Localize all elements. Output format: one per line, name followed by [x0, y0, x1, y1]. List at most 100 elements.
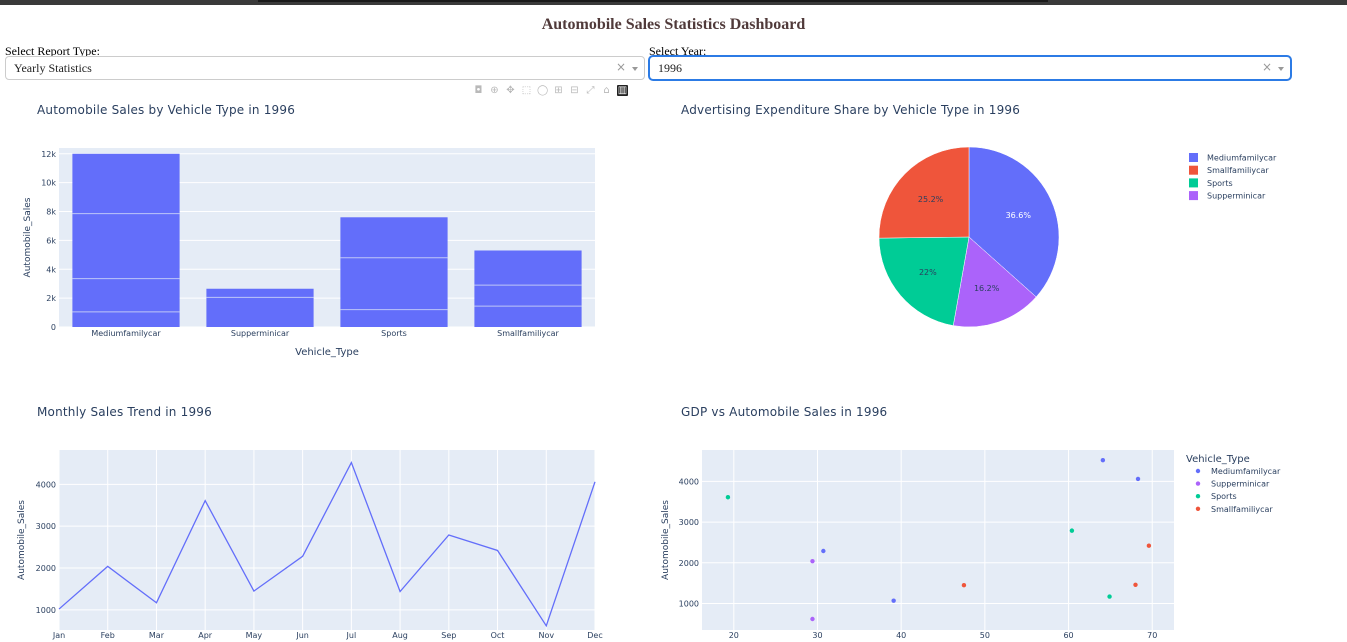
plot-area: [59, 450, 595, 630]
bar: [474, 250, 582, 327]
scatter-point: [810, 616, 815, 622]
pie-value-label: 22%: [919, 268, 937, 277]
report-type-dropdown[interactable]: Yearly Statistics ×: [5, 56, 645, 80]
x-axis-title: Vehicle_Type: [295, 347, 359, 358]
year-dropdown[interactable]: 1996 ×: [649, 56, 1291, 80]
report-type-label: Select Report Type:: [5, 44, 100, 58]
zoom-in-icon[interactable]: ⊞: [554, 84, 563, 96]
scatter-point: [891, 598, 896, 603]
report-type-chevron-down-icon[interactable]: [632, 67, 638, 71]
y-tick-label: 12k: [41, 150, 56, 159]
y-tick-label: 8k: [46, 208, 56, 217]
pie-chart: 36.6% 16.2% 22% 25.2% Mediumfamilycar Smallfa…: [878, 146, 1277, 328]
x-tick-label: 70: [1147, 631, 1157, 640]
x-tick-label: Aug: [392, 631, 408, 640]
pie-value-label: 16.2%: [974, 284, 1000, 293]
zoom-out-icon[interactable]: ⊟: [570, 84, 579, 96]
y-tick-label: 3000: [36, 522, 56, 531]
y-tick-label: 1000: [679, 600, 699, 609]
pie-slice: [968, 146, 1060, 298]
plotly-logo-icon[interactable]: ▥: [617, 84, 628, 96]
legend-title: Vehicle_Type: [1186, 454, 1250, 465]
scatter-point: [821, 548, 826, 554]
x-tick-label: 50: [980, 631, 990, 640]
y-tick-label: 2000: [36, 564, 56, 573]
autoscale-icon[interactable]: ⤢: [586, 84, 595, 96]
bar-chart: 0 2k 4k 6k 8k 10k 12k Mediumfamilycar Suppermini…: [23, 148, 595, 358]
camera-icon[interactable]: ◘: [474, 84, 483, 96]
x-tick-label: 30: [812, 631, 822, 640]
x-tick-label: Mar: [149, 631, 165, 640]
bar: [340, 217, 448, 327]
bar: [206, 288, 314, 327]
pie-value-label: 36.6%: [1006, 211, 1032, 220]
page-title: Automobile Sales Statistics Dashboard: [541, 16, 806, 33]
scatter-point: [1069, 528, 1075, 533]
scatter-point: [1146, 543, 1152, 548]
x-tick-label: Nov: [538, 631, 554, 640]
legend-marker: [1195, 468, 1201, 474]
y-tick-label: 2000: [679, 559, 699, 568]
report-type-clear-icon[interactable]: ×: [615, 60, 626, 74]
legend-marker: [1195, 481, 1201, 486]
y-tick-label: 4000: [679, 477, 699, 486]
year-label: Select Year:: [649, 44, 707, 58]
legend-label: Sports: [1207, 179, 1233, 188]
scatter-point: [961, 583, 967, 588]
scatter-chart-title: GDP vs Automobile Sales in 1996: [681, 405, 888, 419]
plot-area: [702, 450, 1174, 630]
legend-swatch: [1189, 178, 1198, 188]
year-chevron-down-icon[interactable]: [1278, 67, 1284, 71]
y-axis-title: Automobile_Sales: [17, 500, 27, 580]
legend-label: Sports: [1211, 492, 1237, 501]
legend-marker: [1195, 506, 1201, 511]
report-type-value: Yearly Statistics: [14, 61, 92, 75]
legend-label: Mediumfamilycar: [1207, 154, 1277, 163]
x-tick-label: Dec: [587, 631, 602, 640]
scatter-point: [810, 558, 815, 564]
x-tick-label: 60: [1063, 631, 1073, 640]
y-tick-label: 6k: [46, 236, 56, 245]
pie-slice: [952, 236, 1037, 328]
y-axis-title: Automobile_Sales: [661, 500, 671, 580]
x-tick-label: Feb: [101, 631, 115, 640]
scatter-point: [1100, 457, 1106, 463]
x-tick-label: Mediumfamilycar: [91, 329, 161, 338]
x-tick-label: Jan: [52, 631, 65, 640]
zoom-icon[interactable]: ⊕: [490, 84, 499, 96]
pan-icon[interactable]: ✥: [506, 84, 515, 96]
scatter-point: [1107, 594, 1112, 599]
pie-slice: [878, 236, 970, 326]
y-tick-label: 1000: [36, 606, 56, 615]
y-tick-label: 4k: [46, 265, 56, 274]
line-chart-title: Monthly Sales Trend in 1996: [37, 405, 212, 419]
year-clear-icon[interactable]: ×: [1261, 60, 1272, 74]
window-top-bar-accent: [258, 0, 1048, 2]
x-tick-label: 20: [729, 631, 739, 640]
y-axis-title: Automobile_Sales: [23, 197, 33, 277]
legend-label: Mediumfamilycar: [1211, 467, 1281, 476]
window-top-bar: [0, 0, 1347, 5]
pie-chart-title: Advertising Expenditure Share by Vehicle…: [681, 103, 1021, 117]
reset-axes-icon[interactable]: ⌂: [603, 84, 610, 96]
y-tick-label: 0: [51, 323, 56, 332]
bar: [72, 153, 180, 327]
x-tick-label: Smallfamiliycar: [497, 329, 559, 338]
pie-slice: [878, 146, 970, 239]
legend-label: Smallfamiliycar: [1207, 166, 1269, 175]
x-tick-label: 40: [896, 631, 906, 640]
y-tick-label: 2k: [46, 294, 56, 303]
scatter-point: [725, 495, 731, 500]
lasso-icon[interactable]: ◯: [537, 84, 549, 96]
plot-modebar: ◘ ⊕ ✥ ⬚ ◯ ⊞ ⊟ ⤢ ⌂ ▥: [473, 84, 628, 96]
box-select-icon[interactable]: ⬚: [521, 84, 532, 96]
x-tick-label: May: [246, 631, 263, 640]
x-tick-label: Jul: [346, 631, 357, 640]
year-value: 1996: [658, 61, 682, 75]
legend-label: Smallfamiliycar: [1211, 505, 1273, 514]
x-tick-label: Supperminicar: [231, 329, 290, 338]
legend-marker: [1195, 494, 1201, 499]
legend-label: Supperminicar: [1207, 192, 1266, 201]
legend-label: Supperminicar: [1211, 480, 1270, 489]
x-tick-label: Jun: [295, 631, 309, 640]
